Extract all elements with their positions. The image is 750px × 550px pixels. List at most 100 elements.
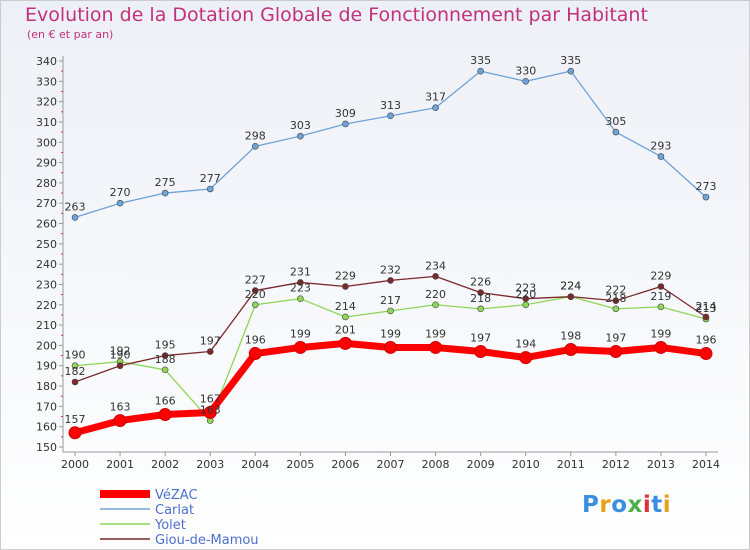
data-label: 197: [470, 332, 491, 345]
data-point: [474, 345, 488, 359]
data-label: 223: [515, 282, 536, 295]
data-point: [387, 112, 394, 120]
data-labels-layer: 263 270 275 277 298 303 309 313 317 335 330 335 305 2…: [65, 54, 717, 426]
data-label: 234: [425, 259, 446, 272]
data-label: 223: [290, 282, 311, 295]
data-point: [657, 153, 665, 160]
y-tick-label: 240: [36, 258, 57, 271]
data-point: [116, 199, 124, 207]
data-label: 275: [155, 176, 176, 189]
data-point: [477, 67, 484, 75]
x-tick-label: 2013: [647, 458, 675, 471]
data-point: [203, 405, 217, 419]
data-label: 298: [245, 129, 266, 142]
data-point: [161, 189, 169, 197]
data-label: 335: [470, 54, 491, 67]
y-tick-label: 290: [36, 157, 57, 170]
data-point: [297, 279, 304, 286]
data-label: 195: [155, 339, 176, 352]
data-point: [387, 277, 394, 284]
data-point: [432, 104, 439, 112]
data-label: 220: [515, 288, 536, 301]
data-point: [248, 347, 262, 361]
data-point: [68, 426, 82, 440]
data-point: [71, 378, 79, 386]
data-point: [657, 303, 665, 311]
data-label: 224: [560, 280, 581, 293]
legend-label-carlat: Carlat: [155, 503, 194, 518]
data-label: 157: [65, 413, 86, 426]
y-tick-label: 250: [36, 238, 57, 251]
data-point: [564, 342, 578, 356]
data-point: [251, 143, 259, 150]
data-label: 218: [605, 292, 626, 305]
y-tick-label: 230: [36, 278, 57, 291]
data-label: 196: [696, 334, 717, 347]
data-label: 330: [515, 64, 536, 77]
data-point: [429, 340, 443, 354]
y-tick-label: 300: [36, 136, 57, 149]
data-label: 232: [380, 263, 401, 276]
x-tick-label: 2002: [151, 458, 179, 471]
y-tick-label: 150: [36, 441, 57, 454]
logo-letter: i: [642, 492, 652, 518]
data-label: 313: [380, 99, 401, 112]
y-tick-label: 170: [36, 400, 57, 413]
data-point: [297, 295, 304, 302]
data-label: 167: [200, 392, 221, 405]
series-layer: [68, 67, 713, 440]
x-tick-label: 2008: [422, 458, 450, 471]
data-point: [297, 132, 304, 140]
y-tick-label: 340: [36, 55, 57, 68]
data-point: [612, 305, 620, 313]
x-tick-label: 2000: [61, 458, 89, 471]
y-tick-label: 200: [36, 339, 57, 352]
data-label: 163: [110, 401, 131, 414]
data-label: 190: [110, 349, 131, 362]
logo-letter: t: [651, 492, 663, 518]
data-point: [609, 345, 623, 359]
data-label: 199: [650, 327, 671, 340]
data-point: [161, 352, 169, 359]
data-label: 263: [65, 200, 86, 213]
data-point: [387, 307, 394, 315]
data-point: [522, 78, 530, 85]
data-label: 317: [425, 91, 446, 104]
data-point: [519, 351, 533, 365]
data-point: [654, 340, 668, 354]
data-label: 273: [696, 180, 717, 193]
series-giou-de-mamou: [71, 273, 710, 386]
data-point: [71, 362, 79, 370]
data-point: [567, 293, 575, 300]
data-label: 190: [65, 349, 86, 362]
y-tick-label: 260: [36, 218, 57, 231]
y-tick-label: 190: [36, 360, 57, 373]
x-tick-label: 2007: [377, 458, 405, 471]
y-tick-label: 280: [36, 177, 57, 190]
data-label: 229: [650, 270, 671, 283]
logo-letter: o: [611, 492, 628, 518]
x-tick-label: 2005: [286, 458, 314, 471]
data-point: [432, 301, 439, 309]
data-label: 303: [290, 119, 311, 132]
data-label: 227: [245, 274, 266, 287]
data-point: [432, 273, 439, 280]
data-label: 231: [290, 265, 311, 278]
data-point: [116, 362, 124, 370]
legend-label-giou-de-mamou: Giou-de-Mamou: [155, 533, 259, 548]
x-tick-label: 2009: [467, 458, 495, 471]
data-point: [113, 414, 127, 428]
data-point: [342, 283, 349, 290]
data-label: 214: [696, 300, 717, 313]
chart-title: Evolution de la Dotation Globale de Fonc…: [25, 4, 648, 26]
data-label: 199: [380, 327, 401, 340]
y-tick-label: 310: [36, 116, 57, 129]
data-label: 197: [605, 332, 626, 345]
data-point: [699, 347, 713, 361]
data-point: [612, 297, 620, 305]
series-yolet: [71, 293, 710, 424]
proxiti-logo: Proxiti: [582, 492, 671, 518]
